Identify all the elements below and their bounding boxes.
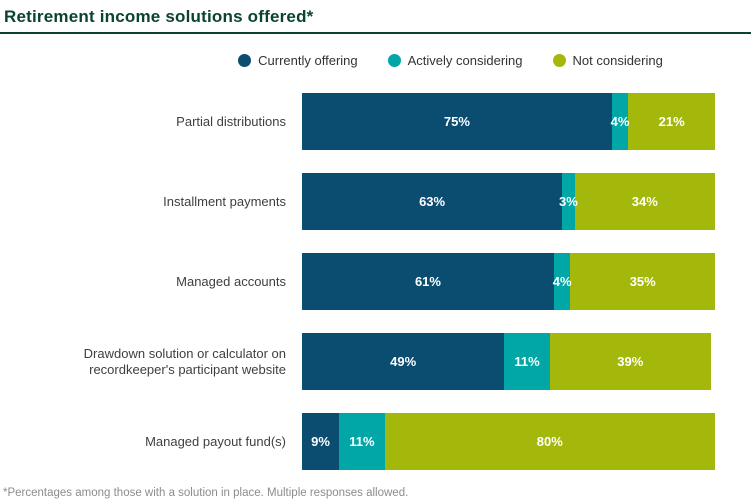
bar-segment-not-considering: 35% — [570, 253, 715, 310]
legend-label: Actively considering — [407, 53, 523, 68]
bar-segment-not-considering: 80% — [384, 413, 715, 470]
segment-value-label: 39% — [617, 354, 644, 369]
chart-legend: Currently offering Actively considering … — [0, 53, 751, 68]
bar-segment-not-considering: 39% — [549, 333, 711, 390]
bar: 49% 11% 39% — [302, 333, 715, 390]
segment-value-label: 11% — [514, 354, 540, 369]
bar-segment-actively-considering: 4% — [552, 253, 572, 310]
bar-segment-currently-offering: 75% — [302, 93, 612, 150]
footnote: *Percentages among those with a solution… — [3, 487, 409, 499]
bar-segment-currently-offering: 49% — [302, 333, 505, 390]
bar-segment-currently-offering: 61% — [302, 253, 554, 310]
title-divider — [0, 32, 751, 34]
segment-value-label: 11% — [349, 434, 375, 449]
bar-segment-not-considering: 21% — [628, 93, 715, 150]
legend-label: Not considering — [572, 53, 663, 68]
bar-segment-actively-considering: 11% — [339, 413, 385, 470]
page-title: Retirement income solutions offered* — [4, 7, 314, 26]
bar-segment-currently-offering: 63% — [302, 173, 563, 230]
segment-value-label: 63% — [419, 194, 446, 209]
segment-value-label: 9% — [311, 434, 330, 449]
category-label: Managed payout fund(s) — [145, 433, 286, 449]
legend-item-currently-offering: Currently offering — [238, 53, 358, 68]
chart-row: Managed payout fund(s) 9% 11% 80% — [0, 413, 751, 470]
category-label: Partial distributions — [176, 113, 286, 129]
bar-segment-actively-considering: 4% — [610, 93, 630, 150]
legend-dot-icon — [238, 54, 252, 67]
bar-segment-currently-offering: 9% — [302, 413, 340, 470]
bar: 61% 4% 35% — [302, 253, 715, 310]
legend-dot-icon — [387, 54, 401, 67]
bar-segment-actively-considering: 3% — [559, 173, 578, 230]
legend-dot-icon — [552, 54, 566, 67]
bar: 9% 11% 80% — [302, 413, 715, 470]
stacked-bar-chart: Partial distributions 75% 4% 21% Installment… — [0, 93, 751, 470]
category-label: Installment payments — [163, 193, 286, 209]
chart-row: Managed accounts 61% 4% 35% — [0, 253, 751, 310]
chart-row: Drawdown solution or calculator on recor… — [0, 333, 751, 390]
legend-item-actively-considering: Actively considering — [387, 53, 523, 68]
legend-item-not-considering: Not considering — [552, 53, 663, 68]
segment-value-label: 4% — [610, 114, 630, 129]
segment-value-label: 80% — [536, 434, 563, 449]
category-label: Managed accounts — [176, 273, 286, 289]
segment-value-label: 49% — [390, 354, 417, 369]
bar-segment-actively-considering: 11% — [504, 333, 550, 390]
segment-value-label: 4% — [552, 274, 572, 289]
segment-value-label: 3% — [558, 194, 578, 209]
category-label: Drawdown solution or calculator on recor… — [83, 345, 286, 377]
segment-value-label: 21% — [658, 114, 685, 129]
bar-segment-not-considering: 34% — [574, 173, 715, 230]
chart-row: Installment payments 63% 3% 34% — [0, 173, 751, 230]
legend-label: Currently offering — [258, 53, 358, 68]
segment-value-label: 75% — [443, 114, 470, 129]
segment-value-label: 35% — [629, 274, 656, 289]
segment-value-label: 34% — [631, 194, 658, 209]
segment-value-label: 61% — [414, 274, 441, 289]
chart-row: Partial distributions 75% 4% 21% — [0, 93, 751, 150]
bar: 75% 4% 21% — [302, 93, 715, 150]
bar: 63% 3% 34% — [302, 173, 715, 230]
